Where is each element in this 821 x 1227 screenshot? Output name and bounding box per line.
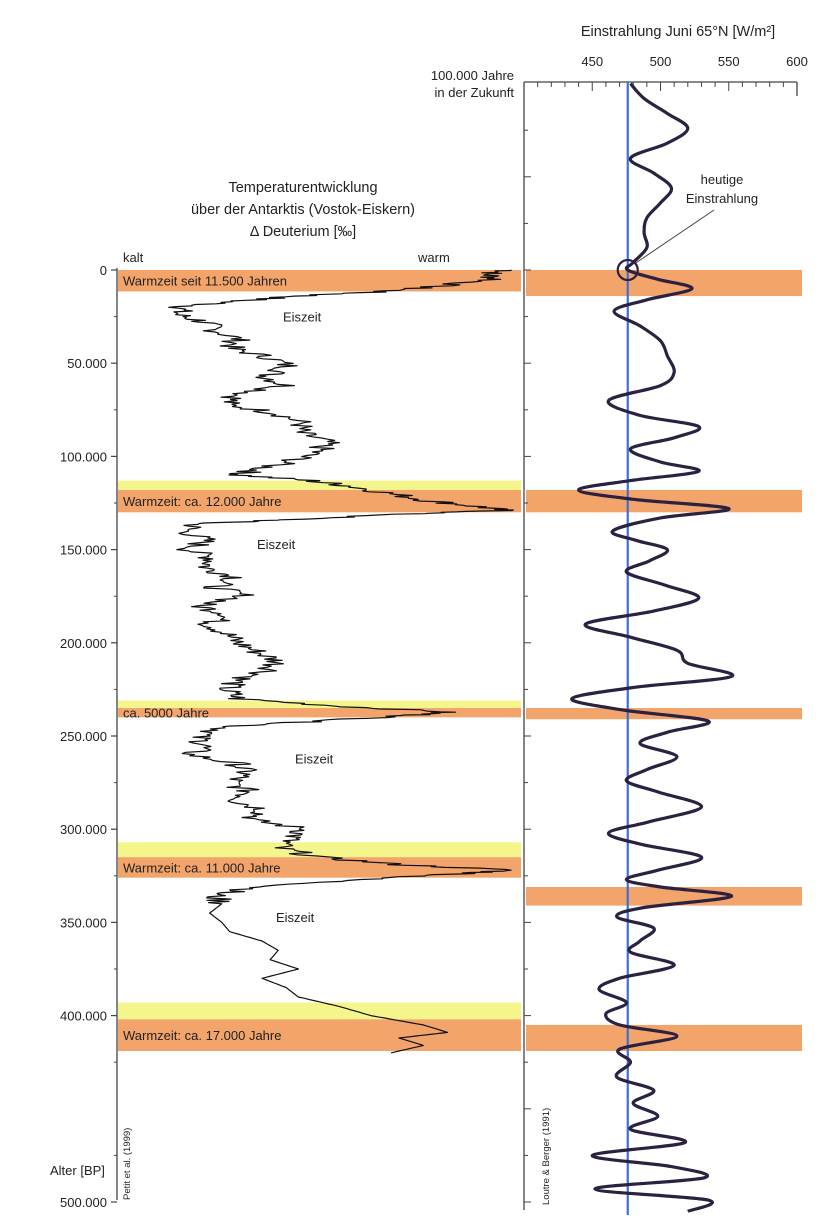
left-tick-label-8: 400.000 xyxy=(60,1009,107,1024)
left-tick-label-1: 50.000 xyxy=(67,356,107,371)
warm-band-1 xyxy=(118,489,521,513)
left-tick-label-0: 0 xyxy=(100,263,107,278)
future-label-line-2: in der Zukunft xyxy=(435,85,515,100)
present-insolation-marker xyxy=(616,258,639,282)
left-credit: Petit et al. (1999) xyxy=(122,1128,133,1200)
glacial-label-3: Eiszeit xyxy=(276,910,315,925)
glacial-label-2: Eiszeit xyxy=(295,751,334,766)
left-tick-label-6: 300.000 xyxy=(60,822,107,837)
insolation-axis-title: Einstrahlung Juni 65°N [W/m²] xyxy=(581,24,775,40)
right-credit: Loutre & Berger (1991) xyxy=(541,1108,552,1205)
present-annotation-line-2: Einstrahlung xyxy=(686,191,758,206)
left-tick-label-3: 150.000 xyxy=(60,543,107,558)
label-warm: warm xyxy=(417,250,450,265)
right-age-axis-ticks xyxy=(524,129,531,1203)
transition-band-1 xyxy=(118,480,521,490)
right-warm-band-4 xyxy=(526,1024,802,1052)
left-title-line-3: Δ Deuterium [‰] xyxy=(250,224,356,240)
left-tick-label-7: 350.000 xyxy=(60,915,107,930)
present-annotation-line-1: heutige xyxy=(701,172,744,187)
warm-period-label-0: Warmzeit seit 11.500 Jahren xyxy=(123,274,287,289)
warm-period-label-2: ca. 5000 Jahre xyxy=(123,706,209,721)
deuterium-temperature-curve xyxy=(168,269,514,1054)
warm-band-0 xyxy=(118,270,521,292)
age-axis-title: Alter [BP] xyxy=(50,1163,105,1178)
present-annotation-pointer xyxy=(635,209,715,264)
future-label-line-1: 100.000 Jahre xyxy=(431,68,514,83)
right-warm-band-3 xyxy=(526,886,802,906)
right-warm-band-0 xyxy=(526,270,802,297)
insolation-tick-label-0: 450 xyxy=(581,54,603,69)
left-tick-label-4: 200.000 xyxy=(60,636,107,651)
right-warm-period-bands xyxy=(526,270,802,1052)
warm-period-label-3: Warmzeit: ca. 11.000 Jahre xyxy=(123,860,281,875)
insolation-tick-label-1: 500 xyxy=(650,54,672,69)
left-tick-label-5: 250.000 xyxy=(60,729,107,744)
left-tick-label-2: 100.000 xyxy=(60,449,107,464)
left-warm-period-bands xyxy=(118,270,521,1052)
left-title-line-2: über der Antarktis (Vostok-Eiskern) xyxy=(191,202,415,218)
transition-band-3 xyxy=(118,842,521,858)
label-cold: kalt xyxy=(123,250,144,265)
transition-band-4 xyxy=(118,1002,521,1020)
warm-period-label-1: Warmzeit: ca. 12.000 Jahre xyxy=(123,494,281,509)
transition-band-2 xyxy=(118,700,521,709)
insolation-tick-label-2: 550 xyxy=(718,54,740,69)
left-tick-label-9: 500.000 xyxy=(60,1195,107,1210)
warm-period-labels: Warmzeit seit 11.500 Jahren Warmzeit: ca.… xyxy=(123,274,287,1043)
glacial-label-1: Eiszeit xyxy=(257,537,296,552)
glacial-period-labels: Eiszeit Eiszeit Eiszeit Eiszeit xyxy=(257,310,334,925)
warm-period-label-4: Warmzeit: ca. 17.000 Jahre xyxy=(123,1028,281,1043)
left-age-axis-ticks: 0 50.000 100.000 150.000 200.000 250.000 300.0… xyxy=(60,263,117,1210)
warm-band-4 xyxy=(118,1019,521,1052)
glacial-label-0: Eiszeit xyxy=(283,310,322,325)
insolation-tick-label-3: 600 xyxy=(786,54,808,69)
insolation-curve xyxy=(570,82,735,1213)
warm-band-3 xyxy=(118,857,521,878)
warm-band-2 xyxy=(118,708,521,718)
insolation-axis-ticks: 450 500 550 600 xyxy=(537,54,808,91)
left-title-line-1: Temperaturentwicklung xyxy=(228,180,377,196)
